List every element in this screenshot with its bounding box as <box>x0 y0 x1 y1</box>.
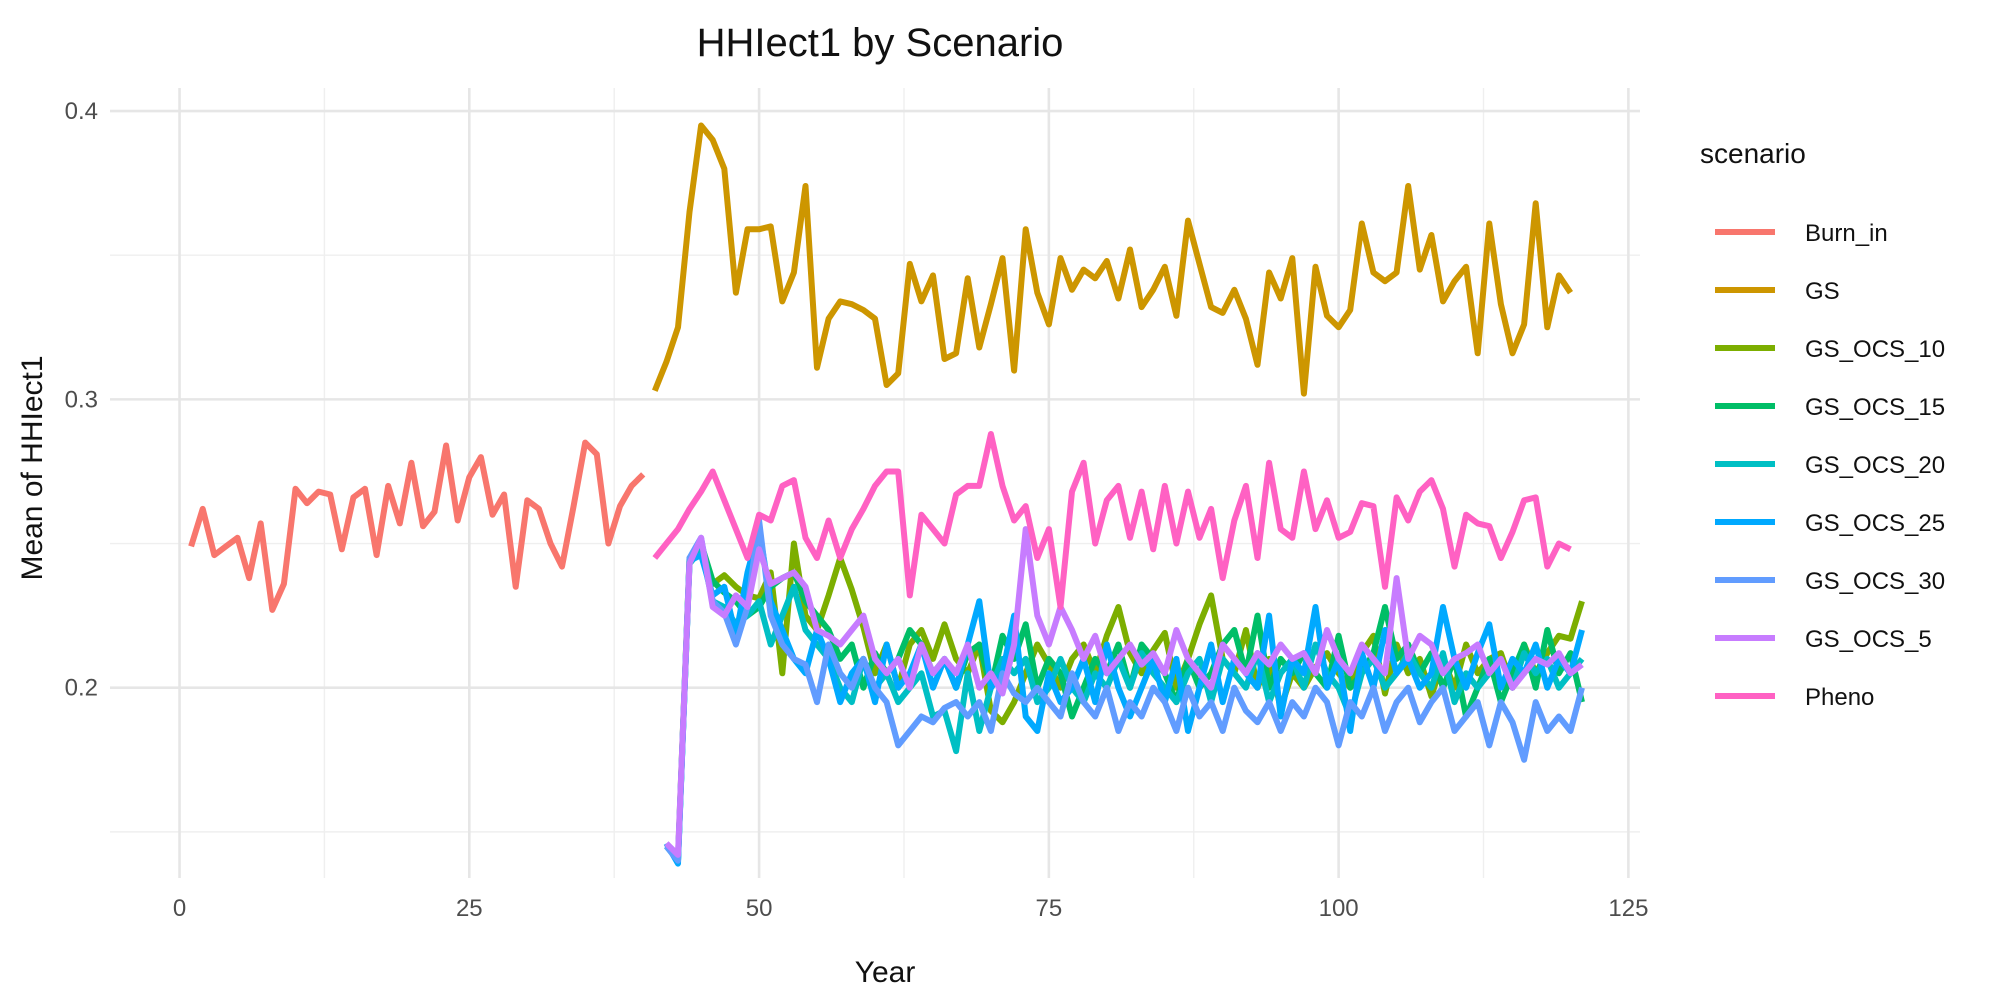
legend-label-gs-ocs-30: GS_OCS_30 <box>1805 568 1945 595</box>
legend-label-gs-ocs-5: GS_OCS_5 <box>1805 626 1932 653</box>
x-tick-label: 100 <box>1319 895 1359 922</box>
x-tick-label: 25 <box>456 895 483 922</box>
y-tick-label: 0.4 <box>65 98 98 125</box>
series-lines <box>188 122 1585 867</box>
x-tick-label: 125 <box>1608 895 1648 922</box>
legend-label-burn-in: Burn_in <box>1805 220 1888 247</box>
legend-label-gs-ocs-20: GS_OCS_20 <box>1805 452 1945 479</box>
legend-title: scenario <box>1700 138 1806 169</box>
x-tick-label: 0 <box>173 895 186 922</box>
legend-label-gs-ocs-10: GS_OCS_10 <box>1805 336 1945 363</box>
legend-label-pheno: Pheno <box>1805 684 1874 711</box>
x-tick-label: 50 <box>746 895 773 922</box>
legend-label-gs-ocs-25: GS_OCS_25 <box>1805 510 1945 537</box>
y-tick-label: 0.2 <box>65 675 98 702</box>
series-line-gs-ocs-10 <box>664 540 1585 861</box>
x-axis-title: Year <box>855 956 916 989</box>
legend-label-gs-ocs-15: GS_OCS_15 <box>1805 394 1945 421</box>
axes: 0 25 50 75 100 125 0.2 0.3 0.4 <box>65 98 1649 922</box>
legend: scenario Burn_in GS GS_OCS_10 GS_OCS_15 GS_O… <box>1700 138 1945 711</box>
chart-title: HHIect1 by Scenario <box>697 21 1064 65</box>
series-line-pheno <box>652 431 1572 610</box>
y-axis-title: Mean of HHIect1 <box>16 355 49 580</box>
series-line-burn-in <box>188 439 646 613</box>
series-line-gs-ocs-20 <box>664 546 1585 864</box>
x-tick-label: 75 <box>1036 895 1063 922</box>
y-tick-label: 0.3 <box>65 386 98 413</box>
series-line-gs-ocs-30 <box>664 517 1585 864</box>
series-line-gs <box>652 122 1573 397</box>
series-line-gs-ocs-25 <box>663 526 1585 867</box>
legend-label-gs: GS <box>1805 278 1840 305</box>
series-line-gs-ocs-5 <box>664 526 1584 858</box>
